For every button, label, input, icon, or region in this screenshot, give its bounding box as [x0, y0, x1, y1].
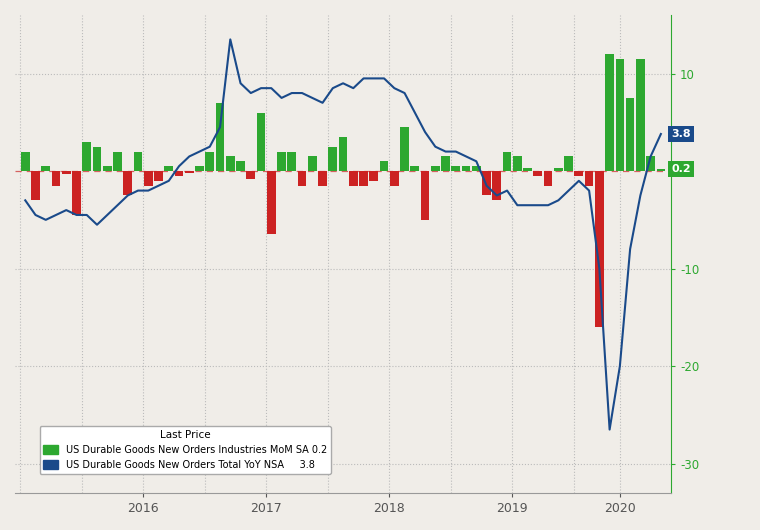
Bar: [472, 166, 480, 171]
Bar: [359, 171, 368, 185]
Bar: [308, 156, 317, 171]
Bar: [421, 171, 429, 220]
Bar: [339, 137, 347, 171]
Bar: [605, 54, 614, 171]
Bar: [82, 142, 91, 171]
Bar: [93, 147, 101, 171]
Bar: [543, 171, 553, 185]
Bar: [410, 166, 420, 171]
Bar: [154, 171, 163, 181]
Bar: [287, 152, 296, 171]
Bar: [380, 161, 388, 171]
Bar: [646, 156, 655, 171]
Bar: [246, 171, 255, 179]
Bar: [298, 171, 306, 185]
Bar: [318, 171, 327, 185]
Bar: [277, 152, 286, 171]
Bar: [534, 171, 542, 176]
Bar: [41, 166, 50, 171]
Bar: [195, 166, 204, 171]
Bar: [144, 171, 153, 185]
Bar: [31, 171, 40, 200]
Bar: [513, 156, 521, 171]
Bar: [267, 171, 276, 234]
Legend: US Durable Goods New Orders Industries MoM SA 0.2, US Durable Goods New Orders T: US Durable Goods New Orders Industries M…: [40, 426, 331, 474]
Bar: [625, 98, 635, 171]
Bar: [595, 171, 603, 327]
Bar: [462, 166, 470, 171]
Bar: [236, 161, 245, 171]
Bar: [369, 171, 378, 181]
Bar: [584, 171, 594, 185]
Bar: [502, 152, 511, 171]
Bar: [123, 171, 132, 196]
Bar: [134, 152, 142, 171]
Bar: [523, 168, 532, 171]
Bar: [483, 171, 491, 196]
Bar: [216, 103, 224, 171]
Bar: [636, 59, 644, 171]
Bar: [62, 171, 71, 174]
Bar: [113, 152, 122, 171]
Bar: [575, 171, 583, 176]
Bar: [205, 152, 214, 171]
Bar: [257, 112, 265, 171]
Bar: [554, 168, 562, 171]
Bar: [164, 166, 173, 171]
Bar: [564, 156, 573, 171]
Bar: [442, 156, 450, 171]
Bar: [21, 152, 30, 171]
Text: 3.8: 3.8: [671, 129, 691, 139]
Bar: [492, 171, 501, 200]
Bar: [103, 166, 112, 171]
Bar: [52, 171, 60, 185]
Bar: [328, 147, 337, 171]
Text: 0.2: 0.2: [671, 164, 691, 174]
Bar: [451, 166, 461, 171]
Bar: [226, 156, 235, 171]
Bar: [72, 171, 81, 215]
Bar: [431, 166, 440, 171]
Bar: [175, 171, 183, 176]
Bar: [390, 171, 399, 185]
Bar: [349, 171, 358, 185]
Bar: [185, 171, 194, 173]
Bar: [657, 169, 665, 171]
Bar: [401, 127, 409, 171]
Bar: [616, 59, 624, 171]
